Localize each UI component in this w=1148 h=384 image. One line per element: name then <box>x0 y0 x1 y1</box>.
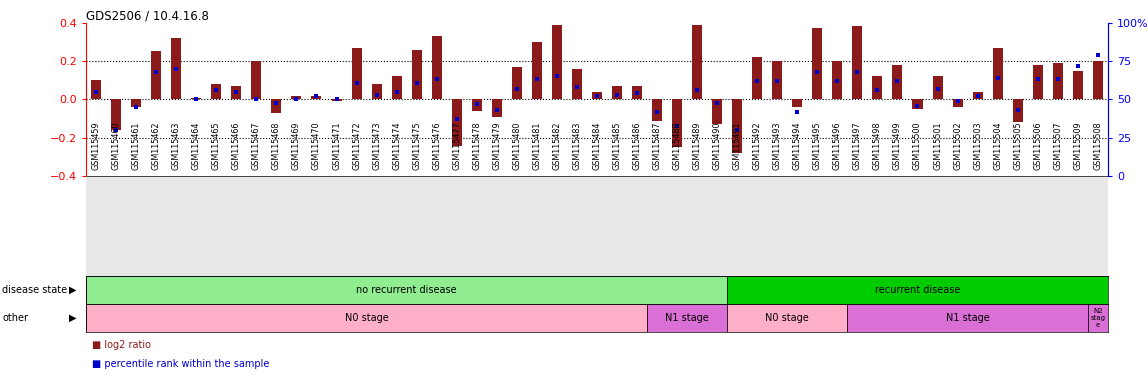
Bar <box>232 86 241 99</box>
Text: disease state: disease state <box>2 285 68 295</box>
Bar <box>672 99 682 147</box>
Bar <box>633 86 642 99</box>
Bar <box>532 42 542 99</box>
Text: ▶: ▶ <box>69 313 77 323</box>
Text: ▶: ▶ <box>69 285 77 295</box>
Bar <box>391 76 402 99</box>
Bar <box>1053 63 1063 99</box>
Text: N0 stage: N0 stage <box>766 313 809 323</box>
Bar <box>972 92 983 99</box>
Bar <box>1072 71 1083 99</box>
Bar <box>692 25 703 99</box>
Bar <box>171 38 181 99</box>
Text: N2
stag
e: N2 stag e <box>1091 308 1106 328</box>
Bar <box>111 99 122 130</box>
Bar <box>612 86 622 99</box>
Text: ■ log2 ratio: ■ log2 ratio <box>92 339 150 350</box>
Bar <box>752 57 762 99</box>
Bar <box>1088 304 1108 332</box>
Bar <box>91 80 101 99</box>
Bar <box>652 99 662 121</box>
Bar <box>292 96 302 99</box>
Bar <box>491 99 502 117</box>
Bar <box>773 61 782 99</box>
Bar <box>872 76 883 99</box>
Text: N1 stage: N1 stage <box>665 313 709 323</box>
Bar <box>852 26 862 99</box>
Bar <box>792 99 802 107</box>
Bar <box>432 36 442 99</box>
Bar <box>472 99 482 111</box>
Text: ■ percentile rank within the sample: ■ percentile rank within the sample <box>92 359 270 369</box>
Bar <box>847 304 1088 332</box>
Bar <box>953 99 962 107</box>
Bar <box>732 99 743 153</box>
Bar <box>647 304 727 332</box>
Bar <box>332 99 342 101</box>
Bar <box>1013 99 1023 122</box>
Bar <box>451 99 461 146</box>
Bar <box>832 61 843 99</box>
Text: no recurrent disease: no recurrent disease <box>356 285 457 295</box>
Bar <box>592 92 602 99</box>
Bar <box>727 304 847 332</box>
Bar <box>932 76 943 99</box>
Bar <box>192 98 201 99</box>
Bar <box>412 50 421 99</box>
Bar <box>572 69 582 99</box>
Bar <box>211 84 222 99</box>
Bar <box>311 96 321 99</box>
Bar <box>913 99 923 109</box>
Bar <box>892 65 902 99</box>
Bar <box>552 25 561 99</box>
Bar <box>271 99 281 113</box>
Text: recurrent disease: recurrent disease <box>875 285 960 295</box>
Bar <box>152 51 161 99</box>
Bar <box>131 99 141 107</box>
Bar <box>86 276 727 304</box>
Bar <box>712 99 722 124</box>
Text: other: other <box>2 313 29 323</box>
Bar <box>813 28 822 99</box>
Text: N0 stage: N0 stage <box>344 313 388 323</box>
Text: GDS2506 / 10.4.16.8: GDS2506 / 10.4.16.8 <box>86 10 209 23</box>
Bar <box>1033 65 1042 99</box>
Bar <box>351 48 362 99</box>
Bar <box>512 67 522 99</box>
Text: N1 stage: N1 stage <box>946 313 990 323</box>
Bar <box>251 61 262 99</box>
Bar <box>372 84 381 99</box>
Bar <box>1093 61 1103 99</box>
Bar <box>727 276 1108 304</box>
Bar <box>86 304 647 332</box>
Bar <box>993 48 1002 99</box>
